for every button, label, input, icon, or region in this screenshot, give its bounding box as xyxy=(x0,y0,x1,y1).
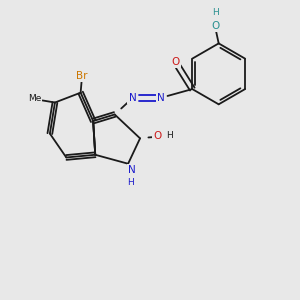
Text: H: H xyxy=(167,131,173,140)
Text: O: O xyxy=(153,131,161,141)
Text: H: H xyxy=(212,8,218,16)
Text: N: N xyxy=(157,93,165,103)
Text: Br: Br xyxy=(76,71,88,81)
Text: O: O xyxy=(211,21,219,31)
Text: O: O xyxy=(172,57,180,67)
Text: N: N xyxy=(128,165,136,175)
Text: N: N xyxy=(129,93,136,103)
Text: H: H xyxy=(127,178,134,187)
Text: Me: Me xyxy=(28,94,41,103)
